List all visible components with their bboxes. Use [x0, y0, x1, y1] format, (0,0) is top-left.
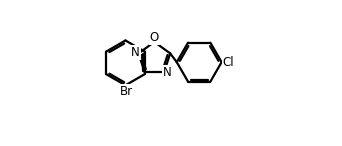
Text: N: N	[163, 66, 172, 79]
Text: Cl: Cl	[223, 56, 234, 69]
Text: N: N	[131, 46, 140, 59]
Text: Br: Br	[120, 85, 133, 98]
Text: O: O	[150, 31, 159, 44]
